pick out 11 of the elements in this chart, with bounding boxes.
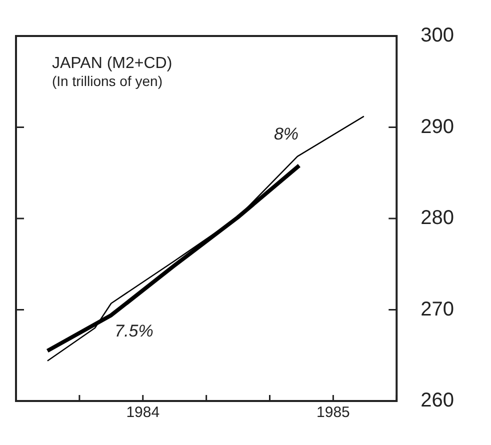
y-tick-label: 280 bbox=[420, 207, 454, 230]
x-tick-label: 1985 bbox=[316, 404, 350, 422]
annotation: 7.5% bbox=[114, 321, 154, 340]
text: (In trillions of yen) bbox=[52, 73, 162, 89]
y-tick-label: 290 bbox=[420, 116, 454, 138]
y-tick-label: 270 bbox=[420, 298, 454, 320]
x-tick-label: 1984 bbox=[126, 404, 160, 422]
annotation: 8% bbox=[274, 124, 299, 144]
y-tick-label: 300 bbox=[420, 24, 454, 47]
text: JAPAN (M2+CD) bbox=[52, 55, 172, 72]
y-tick-label: 260 bbox=[420, 390, 454, 412]
